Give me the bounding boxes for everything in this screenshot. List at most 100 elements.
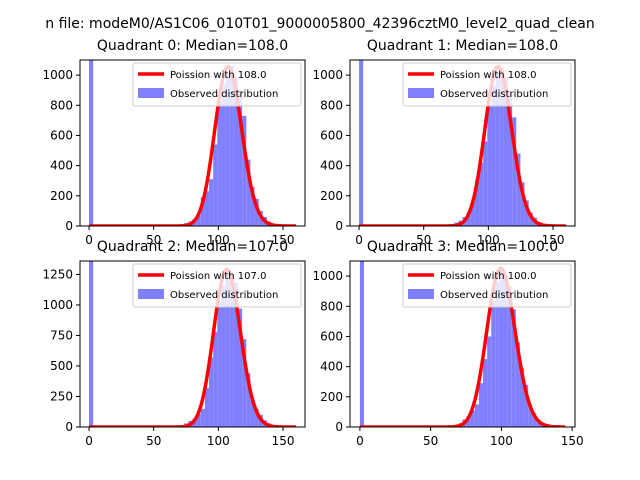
y-tick-label: 1000 (42, 68, 73, 82)
histogram-bar (508, 93, 513, 226)
x-tick-label: 50 (423, 434, 438, 448)
subplot-quadrant-1: 0 50 100 150 0 200 400 600 800 1000 Quadrant 1: Me… (312, 38, 576, 247)
histogram-bar (213, 144, 218, 226)
histogram-bar (246, 373, 251, 427)
histogram-bar (359, 60, 364, 226)
histogram-bar (503, 274, 508, 427)
legend: Poission with 108.0 Observed distribution (402, 62, 572, 107)
y-tick-label: 800 (50, 98, 73, 112)
x-tick-label: 50 (416, 233, 431, 247)
legend: Poission with 107.0 Observed distribution (132, 263, 302, 308)
axes-frame (79, 260, 306, 428)
histogram-bar (516, 153, 521, 226)
histogram-bar (196, 413, 201, 427)
x-tick-label: 100 (490, 434, 513, 448)
y-tick-label: 200 (50, 189, 73, 203)
histogram-bar (196, 214, 201, 226)
histogram-bar (254, 408, 259, 427)
subplot-title: Quadrant 2: Median=107.0 (97, 239, 288, 255)
legend-entry-poisson: Poission with 108.0 (440, 70, 536, 81)
legend-entry-observed: Observed distribution (440, 89, 548, 100)
histogram-bar (221, 285, 226, 427)
plot-area (358, 60, 567, 226)
x-tick-label: 150 (272, 233, 295, 247)
histogram-bar (528, 404, 533, 427)
x-tick-label: 50 (146, 434, 161, 448)
legend: Poission with 108.0 Observed distribution (132, 62, 302, 107)
histogram-bar (495, 282, 500, 427)
y-tick-label: 500 (50, 359, 73, 373)
histogram-bar (217, 102, 222, 226)
x-tick-label: 150 (272, 434, 295, 448)
figure-suptitle: n file: modeM0/AS1C06_010T01_9000005800_… (45, 16, 594, 32)
histogram-bar (515, 342, 520, 427)
histogram-bar (250, 186, 255, 226)
x-tick-label: 100 (207, 233, 230, 247)
y-tick-label: 400 (50, 159, 73, 173)
histogram-bar (209, 357, 214, 427)
histogram-bar (89, 261, 94, 427)
x-tick-label: 150 (561, 434, 584, 448)
histogram-bar (519, 368, 525, 427)
legend-entry-poisson: Poission with 108.0 (170, 70, 266, 81)
histogram-bar (89, 60, 94, 226)
histogram-bar (209, 179, 214, 226)
histogram-bar (474, 404, 479, 427)
legend-entry-poisson: Poission with 100.0 (440, 271, 536, 282)
y-tick-label: 0 (335, 420, 343, 434)
x-tick-label: 50 (146, 233, 161, 247)
histogram-bar (217, 302, 222, 427)
x-tick-label: 0 (85, 434, 93, 448)
histogram-bar (479, 162, 484, 226)
histogram-bar (528, 212, 533, 226)
y-tick-label: 600 (50, 128, 73, 142)
y-tick-label: 200 (320, 390, 343, 404)
y-tick-label: 200 (320, 189, 343, 203)
x-tick-label: 0 (356, 434, 364, 448)
histogram-bar (520, 182, 525, 226)
histogram-bar (221, 84, 226, 226)
x-tick-label: 100 (207, 434, 230, 448)
axes-frame (349, 260, 576, 428)
subplot-title: Quadrant 3: Median=100.0 (367, 239, 558, 255)
histogram-bar (487, 105, 492, 226)
histogram-bar (225, 73, 230, 226)
histogram-bar (229, 66, 234, 226)
legend-entry-observed: Observed distribution (170, 290, 278, 301)
subplot-quadrant-3: 0 50 100 150 0 200 400 600 800 1000 Quadrant 3: Me… (312, 239, 583, 448)
axes-frame (79, 59, 306, 227)
plot-area (88, 60, 297, 226)
legend-box (132, 263, 302, 308)
histogram-bar (470, 201, 475, 226)
y-tick-label: 0 (335, 219, 343, 233)
histogram-bar (483, 359, 488, 427)
histogram-bar (524, 384, 529, 427)
y-tick-label: 250 (50, 389, 73, 403)
poisson-curve (358, 65, 567, 226)
y-tick-label: 750 (50, 328, 73, 342)
y-tick-label: 600 (320, 329, 343, 343)
histogram-bar (470, 410, 475, 427)
histogram-bar (233, 76, 239, 226)
histogram-bar (507, 286, 512, 427)
histogram-bar (229, 273, 234, 427)
histogram-bar (246, 159, 251, 226)
histogram-bar (503, 76, 509, 226)
histogram-bar (499, 67, 504, 226)
legend-bar-swatch (408, 289, 434, 299)
legend-bar-swatch (138, 289, 164, 299)
histogram-bar (478, 383, 484, 427)
histogram-bar (512, 117, 517, 226)
subplot-quadrant-0: 0 50 100 150 0 200 400 600 800 1000 Quadrant 0: Me… (42, 38, 306, 247)
y-tick-label: 800 (320, 98, 343, 112)
x-tick-label: 150 (542, 233, 565, 247)
y-tick-label: 400 (320, 159, 343, 173)
histogram-bar (250, 397, 255, 427)
histogram-bar (532, 413, 537, 427)
legend: Poission with 100.0 Observed distribution (402, 263, 572, 308)
y-tick-label: 600 (320, 128, 343, 142)
histogram-bar (491, 85, 496, 226)
y-tick-label: 400 (320, 360, 343, 374)
